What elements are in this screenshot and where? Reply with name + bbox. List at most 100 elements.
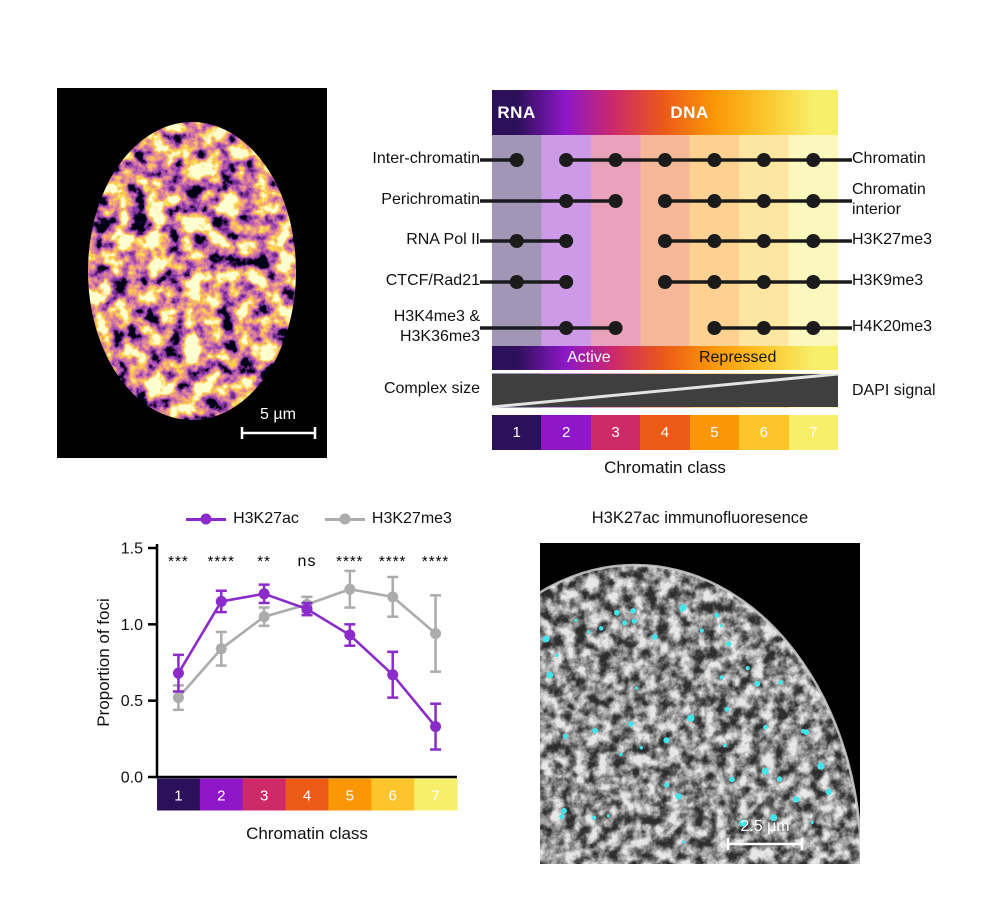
cyan-focus	[622, 620, 628, 626]
legend-item-h3k27ac: H3K27ac	[186, 510, 299, 528]
x-axis-label: Chromatin class	[246, 824, 368, 843]
significance-label: ns	[298, 553, 317, 570]
legend-label-h3k27ac: H3K27ac	[233, 510, 299, 527]
cyan-focus	[628, 721, 634, 727]
cyan-focus	[763, 724, 768, 730]
data-point	[258, 588, 270, 600]
cyan-focus	[778, 680, 783, 685]
cyan-focus	[776, 776, 783, 782]
cyan-focus	[630, 608, 637, 614]
scale-bar-label: 2.5 µm	[740, 818, 789, 835]
y-tick-label: 0.0	[121, 770, 143, 787]
cyan-focus	[651, 634, 658, 640]
cyan-foci-speckles	[542, 604, 832, 844]
cyan-focus	[714, 612, 720, 618]
row-label-chromatin: Chromatin	[852, 150, 926, 167]
x-band-cell	[328, 778, 372, 811]
nucleus-heatmap-image: 5 µm	[57, 88, 327, 458]
cyan-focus	[761, 767, 769, 775]
class-number-cell: 3	[590, 415, 641, 450]
nucleus-shape	[540, 565, 860, 864]
row-label-inter-chromatin: Inter-chromatin	[372, 150, 480, 167]
dapi-signal-label: DAPI signal	[852, 382, 936, 399]
nuclear-rim	[540, 563, 860, 864]
scale-bar-label: 5 µm	[260, 406, 296, 423]
row-label-h3k4me3-h3k36me3: H3K4me3 & H3K36me3	[393, 308, 480, 345]
y-tick-label: 1.5	[121, 541, 143, 558]
immunofluorescence-image: 2.5 µm	[540, 543, 860, 864]
row-label-rna-pol-ii: RNA Pol II	[406, 231, 480, 248]
x-band-cell	[242, 778, 287, 811]
x-band-number: 3	[260, 788, 268, 805]
row-label-ctcf-rad21: CTCF/Rad21	[385, 272, 480, 289]
wedge-divider	[492, 373, 838, 408]
class-number-cell: 6	[739, 415, 789, 450]
cyan-focus	[634, 686, 638, 690]
data-point	[387, 669, 399, 681]
significance-label: **	[257, 553, 271, 570]
repressed-label: Repressed	[698, 349, 777, 366]
row-label-chromatin-interior: Chromatin interior	[852, 181, 926, 218]
x-band-cell	[371, 778, 415, 811]
significance-label: ****	[379, 553, 406, 570]
cyan-focus	[542, 635, 550, 643]
row-label-h3k27me3: H3K27me3	[852, 231, 933, 248]
cyan-focus	[724, 706, 730, 712]
cyan-focus	[739, 819, 747, 827]
cyan-focus	[574, 618, 578, 623]
data-point	[258, 611, 270, 623]
significance-label: ****	[336, 553, 363, 570]
cyan-focus	[825, 788, 832, 795]
legend-dot-h3k27me3	[339, 513, 351, 525]
scale-bar	[726, 838, 804, 850]
data-point	[215, 595, 227, 607]
data-point	[387, 591, 399, 603]
x-band-number: 7	[431, 788, 439, 805]
class-number-cell: 2	[541, 415, 591, 450]
row-label-perichromatin: Perichromatin	[381, 191, 480, 208]
cyan-focus	[559, 814, 565, 820]
x-band-number: 2	[217, 788, 225, 805]
cyan-focus	[639, 746, 643, 750]
class-number-cell: 7	[788, 415, 838, 450]
class-number-cell: 5	[689, 415, 740, 450]
y-axis-label: Proportion of foci	[95, 598, 113, 727]
data-point	[430, 627, 442, 639]
nucleus-shape	[88, 122, 296, 420]
chart-plot: 0.00.51.01.5*** **** ** ns **** **** ****1 2 3 4 5…	[94, 541, 458, 843]
x-band-number: 1	[174, 788, 182, 805]
x-band-number: 5	[346, 788, 354, 805]
significance-label: ***	[168, 553, 189, 570]
cyan-focus	[810, 820, 814, 824]
cyan-focus	[817, 762, 825, 770]
cyan-focus	[663, 737, 670, 744]
x-band-cell	[157, 778, 201, 811]
significance-label: ****	[208, 553, 235, 570]
data-point	[172, 692, 184, 704]
scale-bar	[240, 427, 317, 439]
complex-size-label: Complex size	[383, 380, 480, 397]
legend-label-h3k27me3: H3K27me3	[371, 510, 452, 527]
x-band-cell	[285, 778, 329, 811]
cyan-focus	[562, 733, 569, 739]
cyan-focus	[664, 782, 670, 788]
significance-label: ****	[422, 553, 449, 570]
cyan-focus	[631, 618, 637, 624]
legend-item-h3k27me3: H3K27me3	[324, 510, 452, 528]
cyan-focus	[546, 671, 554, 679]
cyan-focus	[599, 626, 604, 631]
cyan-focus	[675, 793, 682, 800]
data-point	[172, 667, 184, 679]
cyan-focus	[754, 680, 761, 687]
cyan-focus	[681, 840, 686, 844]
cyan-focus	[614, 609, 620, 616]
cyan-focus	[680, 608, 684, 612]
data-point	[215, 643, 227, 655]
x-band-cell	[414, 778, 458, 811]
wedge-band	[492, 373, 838, 408]
cyan-focus	[745, 666, 750, 671]
if-panel-title: H3K27ac immunofluoresence	[591, 509, 809, 527]
data-point	[344, 583, 356, 595]
